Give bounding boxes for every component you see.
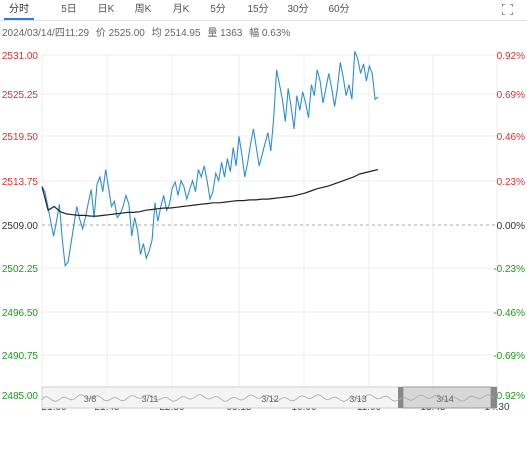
- tab-60fen[interactable]: 60分: [328, 4, 350, 15]
- percent-tick-label: 0.00%: [497, 221, 525, 232]
- quote-datetime: 2024/03/14/四11:29: [2, 28, 90, 39]
- tab-zhouk[interactable]: 周K: [134, 4, 152, 15]
- navigator-date-label: 3/11: [142, 394, 159, 404]
- average-series-line: [41, 169, 379, 217]
- price-tick-label: 2509.00: [2, 221, 39, 232]
- percent-tick-label: 0.92%: [497, 51, 525, 62]
- tab-yuek[interactable]: 月K: [172, 4, 190, 15]
- price-axis-labels: 2531.00 2525.25 2519.50 2513.75 2509.00 2502.…: [2, 51, 39, 402]
- percent-tick-label: 0.69%: [497, 90, 525, 101]
- percent-axis-labels: 0.92% 0.69% 0.46% 0.23% 0.00% -0.23% -0.46% -0.…: [493, 51, 525, 402]
- tab-5fen[interactable]: 5分: [210, 4, 226, 15]
- quote-change: 幅 0.63%: [249, 28, 291, 39]
- quote-price: 价 2525.00: [95, 28, 145, 39]
- chart-series: [41, 51, 379, 268]
- percent-tick-label: -0.23%: [493, 264, 525, 275]
- price-tick-label: 2519.50: [2, 132, 39, 143]
- tab-15fen[interactable]: 15分: [247, 4, 269, 15]
- percent-tick-label: -0.69%: [493, 351, 525, 362]
- tab-30fen[interactable]: 30分: [287, 4, 309, 15]
- tab-5ri[interactable]: 5日: [61, 4, 77, 15]
- navigator-date-label: 3/14: [436, 394, 454, 404]
- navigator-date-label: 3/13: [349, 394, 367, 404]
- price-tick-label: 2485.00: [2, 391, 39, 402]
- percent-tick-label: -0.92%: [493, 391, 525, 402]
- percent-tick-label: 0.46%: [497, 132, 525, 143]
- tab-fenshi[interactable]: 分时: [4, 0, 34, 20]
- navigator-date-label: 3/12: [261, 394, 279, 404]
- navigator-right-handle: [491, 387, 497, 408]
- quote-avg: 均 2514.95: [151, 28, 201, 39]
- navigator-sparkline: [41, 394, 495, 402]
- price-tick-label: 2525.25: [2, 90, 39, 101]
- tab-rik[interactable]: 日K: [97, 4, 115, 15]
- navigator-date-label: 3/8: [84, 394, 97, 404]
- price-tick-label: 2490.75: [2, 351, 39, 362]
- price-tick-label: 2531.00: [2, 51, 39, 62]
- chart-period-tabs: 分时 5日 日K 周K 月K 5分 15分 30分 60分: [0, 0, 527, 21]
- price-series-line: [41, 51, 379, 268]
- chart-grid: [41, 54, 498, 396]
- price-tick-label: 2496.50: [2, 308, 39, 319]
- percent-tick-label: 0.23%: [497, 177, 525, 188]
- quote-volume: 量 1363: [207, 28, 243, 39]
- percent-tick-label: -0.46%: [493, 308, 525, 319]
- range-navigator[interactable]: 3/8 3/11 3/12 3/13 3/14: [41, 386, 498, 409]
- quote-info-bar: 2024/03/14/四11:29 价 2525.00 均 2514.95 量 …: [2, 24, 294, 39]
- price-tick-label: 2513.75: [2, 177, 39, 188]
- navigator-left-handle: [398, 387, 403, 408]
- price-tick-label: 2502.25: [2, 264, 39, 275]
